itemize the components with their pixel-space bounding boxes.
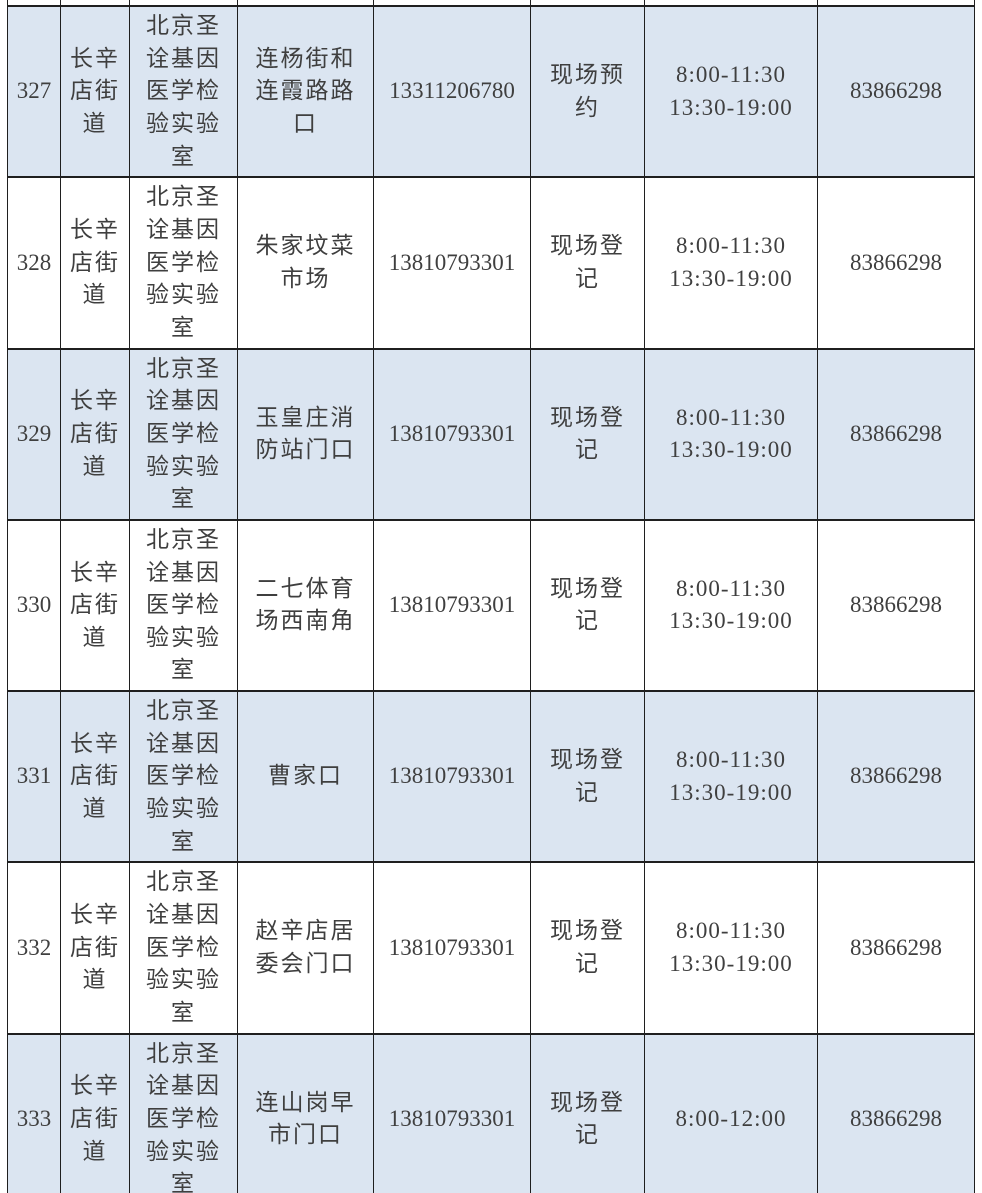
row-number-cell: 333 xyxy=(7,1032,61,1193)
phone-cell: 13810793301 xyxy=(373,347,531,521)
hotline-cell: 83866298 xyxy=(817,690,975,864)
hours-cell: 8:00-11:30 13:30-19:00 xyxy=(644,4,818,179)
phone-cell: 13810793301 xyxy=(373,1032,531,1193)
org-cell: 北京圣诠基因医学检验实验室 xyxy=(129,861,238,1035)
partial-row-top xyxy=(7,0,975,7)
method-cell: 现场登记 xyxy=(530,1032,645,1193)
table-row: 332 长辛店街道 北京圣诠基因医学检验实验室 赵辛店居委会门口 13810793301… xyxy=(7,861,975,1035)
org-cell: 北京圣诠基因医学检验实验室 xyxy=(129,4,238,179)
method-cell: 现场登记 xyxy=(530,690,645,864)
method-cell: 现场预约 xyxy=(530,4,645,179)
street-cell: 长辛店街道 xyxy=(60,861,130,1035)
org-cell: 北京圣诠基因医学检验实验室 xyxy=(129,518,238,693)
street-cell: 长辛店街道 xyxy=(60,690,130,864)
location-cell: 赵辛店居委会门口 xyxy=(237,861,374,1035)
org-cell: 北京圣诠基因医学检验实验室 xyxy=(129,347,238,521)
phone-cell: 13810793301 xyxy=(373,176,531,350)
street-cell: 长辛店街道 xyxy=(60,4,130,179)
phone-cell: 13810793301 xyxy=(373,861,531,1035)
method-cell: 现场登记 xyxy=(530,861,645,1035)
location-cell: 曹家口 xyxy=(237,690,374,864)
table-row: 328 长辛店街道 北京圣诠基因医学检验实验室 朱家坟菜市场 13810793301 现场… xyxy=(7,176,975,350)
phone-cell: 13311206780 xyxy=(373,4,531,179)
org-cell: 北京圣诠基因医学检验实验室 xyxy=(129,1032,238,1193)
table-row: 333 长辛店街道 北京圣诠基因医学检验实验室 连山岗早市门口 13810793301 现… xyxy=(7,1032,975,1193)
phone-cell: 13810793301 xyxy=(373,690,531,864)
street-cell: 长辛店街道 xyxy=(60,347,130,521)
hotline-cell: 83866298 xyxy=(817,4,975,179)
hotline-cell: 83866298 xyxy=(817,176,975,350)
location-cell: 连杨街和连霞路路口 xyxy=(237,4,374,179)
row-number-cell: 327 xyxy=(7,4,61,179)
testing-sites-table: 327 长辛店街道 北京圣诠基因医学检验实验室 连杨街和连霞路路口 1331120678… xyxy=(7,0,975,1193)
street-cell: 长辛店街道 xyxy=(60,176,130,350)
method-cell: 现场登记 xyxy=(530,347,645,521)
location-cell: 玉皇庄消防站门口 xyxy=(237,347,374,521)
org-cell: 北京圣诠基因医学检验实验室 xyxy=(129,176,238,350)
hours-cell: 8:00-11:30 13:30-19:00 xyxy=(644,518,818,693)
table-body: 327 长辛店街道 北京圣诠基因医学检验实验室 连杨街和连霞路路口 1331120678… xyxy=(7,0,975,1193)
hours-cell: 8:00-11:30 13:30-19:00 xyxy=(644,176,818,350)
hours-cell: 8:00-11:30 13:30-19:00 xyxy=(644,861,818,1035)
location-cell: 二七体育场西南角 xyxy=(237,518,374,693)
partial-cell xyxy=(817,0,975,7)
hours-cell: 8:00-11:30 13:30-19:00 xyxy=(644,690,818,864)
row-number-cell: 329 xyxy=(7,347,61,521)
table-row: 329 长辛店街道 北京圣诠基因医学检验实验室 玉皇庄消防站门口 13810793301… xyxy=(7,347,975,521)
phone-cell: 13810793301 xyxy=(373,518,531,693)
street-cell: 长辛店街道 xyxy=(60,1032,130,1193)
table-row: 330 长辛店街道 北京圣诠基因医学检验实验室 二七体育场西南角 13810793301… xyxy=(7,518,975,693)
hours-cell: 8:00-12:00 xyxy=(644,1032,818,1193)
location-cell: 连山岗早市门口 xyxy=(237,1032,374,1193)
table-row: 327 长辛店街道 北京圣诠基因医学检验实验室 连杨街和连霞路路口 1331120678… xyxy=(7,4,975,179)
row-number-cell: 330 xyxy=(7,518,61,693)
hotline-cell: 83866298 xyxy=(817,861,975,1035)
location-cell: 朱家坟菜市场 xyxy=(237,176,374,350)
street-cell: 长辛店街道 xyxy=(60,518,130,693)
table-row: 331 长辛店街道 北京圣诠基因医学检验实验室 曹家口 13810793301 现场登记 8… xyxy=(7,690,975,864)
row-number-cell: 328 xyxy=(7,176,61,350)
hotline-cell: 83866298 xyxy=(817,347,975,521)
hotline-cell: 83866298 xyxy=(817,1032,975,1193)
hotline-cell: 83866298 xyxy=(817,518,975,693)
method-cell: 现场登记 xyxy=(530,176,645,350)
org-cell: 北京圣诠基因医学检验实验室 xyxy=(129,690,238,864)
row-number-cell: 331 xyxy=(7,690,61,864)
row-number-cell: 332 xyxy=(7,861,61,1035)
hours-cell: 8:00-11:30 13:30-19:00 xyxy=(644,347,818,521)
method-cell: 现场登记 xyxy=(530,518,645,693)
